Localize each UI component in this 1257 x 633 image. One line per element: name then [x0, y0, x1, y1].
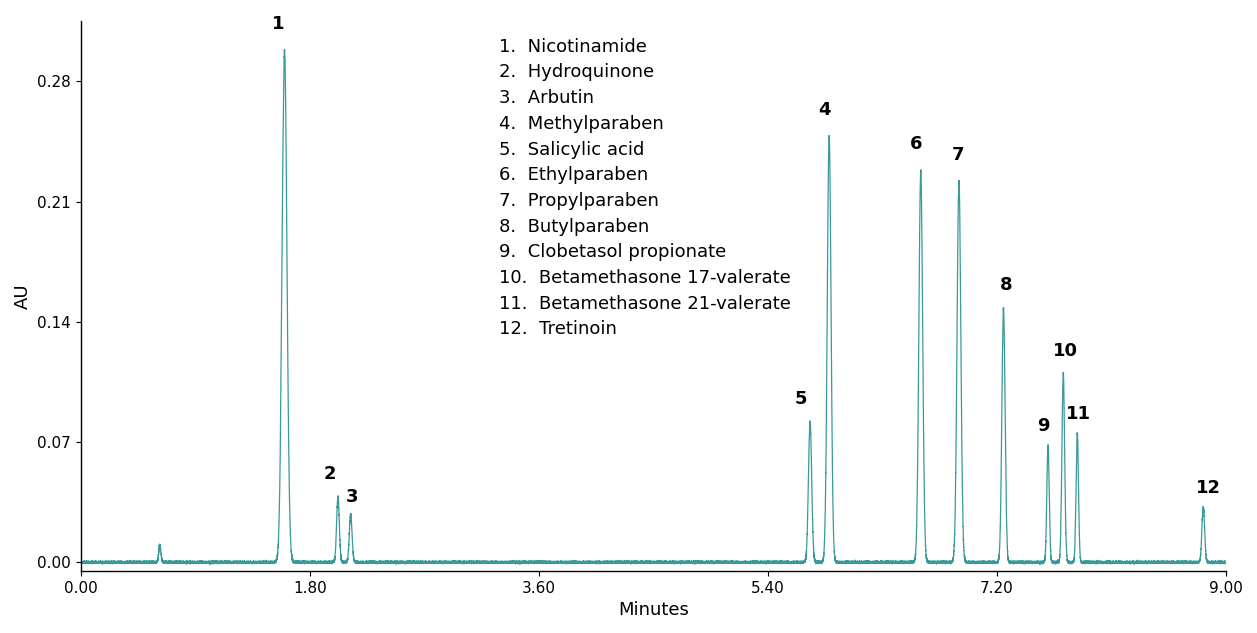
Text: 6: 6 — [909, 135, 921, 153]
Y-axis label: AU: AU — [14, 283, 31, 309]
Text: 7: 7 — [952, 146, 964, 164]
X-axis label: Minutes: Minutes — [618, 601, 689, 619]
Text: 8: 8 — [999, 277, 1012, 294]
Text: 2: 2 — [324, 465, 337, 483]
Text: 4: 4 — [818, 101, 831, 119]
Text: 1: 1 — [272, 15, 284, 34]
Text: 11: 11 — [1066, 405, 1091, 423]
Text: 10: 10 — [1053, 342, 1079, 360]
Text: 9: 9 — [1037, 417, 1050, 435]
Text: 5: 5 — [794, 390, 807, 408]
Text: 3: 3 — [346, 487, 358, 506]
Text: 12: 12 — [1195, 479, 1221, 497]
Text: 1.  Nicotinamide
2.  Hydroquinone
3.  Arbutin
4.  Methylparaben
5.  Salicylic ac: 1. Nicotinamide 2. Hydroquinone 3. Arbut… — [499, 38, 791, 339]
